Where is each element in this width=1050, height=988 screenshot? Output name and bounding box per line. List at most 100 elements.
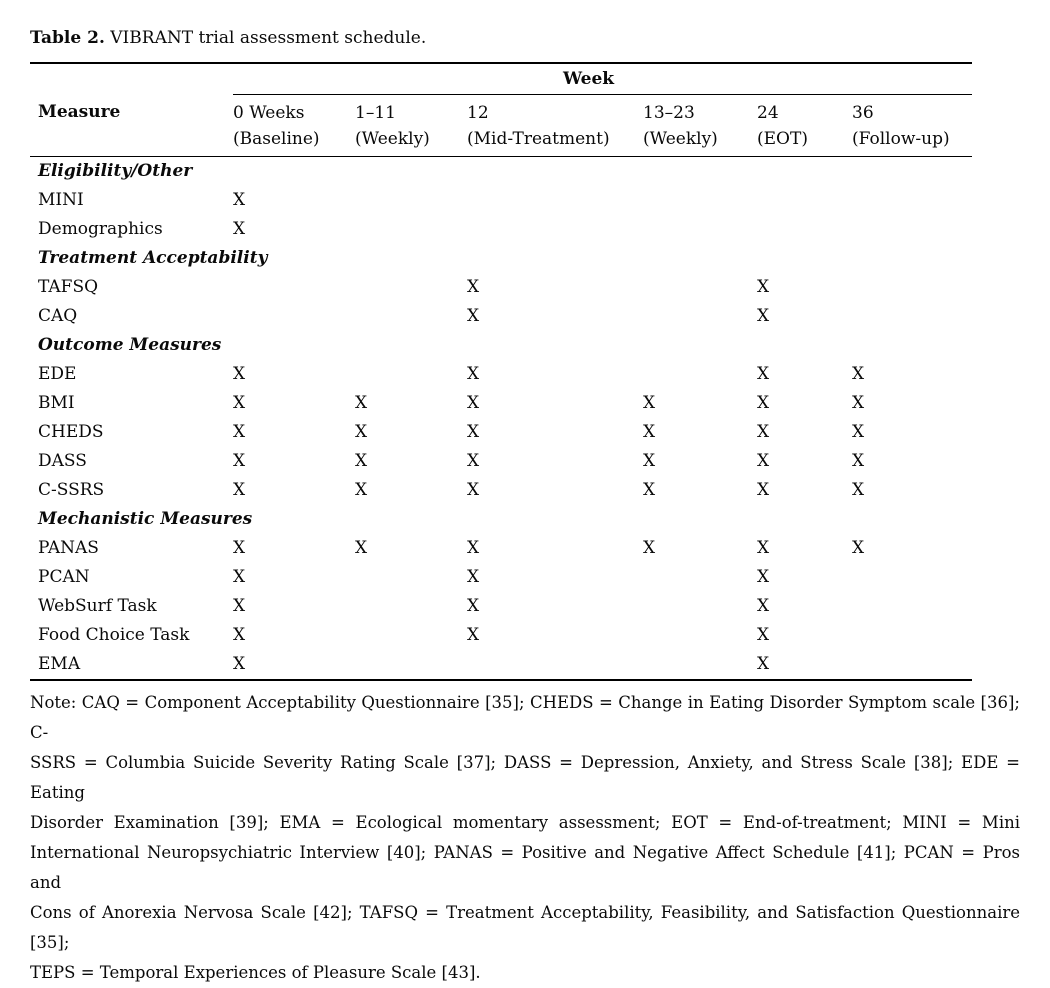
schedule-mark: X <box>467 596 480 616</box>
schedule-mark <box>643 621 757 650</box>
schedule-mark <box>355 273 467 302</box>
column-header-line1: 13–23 <box>643 102 695 123</box>
schedule-mark <box>355 650 467 680</box>
schedule-mark: X <box>355 393 368 413</box>
schedule-mark <box>643 650 757 680</box>
measure-name: TAFSQ <box>38 277 99 297</box>
schedule-mark: X <box>757 596 770 616</box>
schedule-mark: X <box>467 538 480 558</box>
schedule-mark <box>757 215 852 244</box>
schedule-mark <box>233 273 355 302</box>
measure-name: Demographics <box>38 219 163 239</box>
table-row: Demographics X <box>30 215 972 244</box>
column-header-line1: 12 <box>467 102 489 123</box>
schedule-mark: X <box>757 451 770 471</box>
schedule-mark <box>467 215 643 244</box>
schedule-mark: X <box>467 364 480 384</box>
column-header-week1-11: 1–11 (Weekly) <box>355 94 467 157</box>
footnote-line: SSRS = Columbia Suicide Severity Rating … <box>30 752 1020 802</box>
section-header: Outcome Measures <box>38 335 222 355</box>
schedule-mark <box>852 621 972 650</box>
schedule-mark: X <box>643 451 656 471</box>
measure-name: MINI <box>38 190 84 210</box>
schedule-mark: X <box>852 538 865 558</box>
column-header-line2: (EOT) <box>757 128 808 149</box>
schedule-mark: X <box>467 480 480 500</box>
table-row: DASS X X X X X X <box>30 447 972 476</box>
column-header-week0: 0 Weeks (Baseline) <box>233 94 355 157</box>
schedule-mark <box>757 186 852 215</box>
column-header-week36: 36 (Follow-up) <box>852 94 972 157</box>
measure-name: PCAN <box>38 567 90 587</box>
section-header-row: Treatment Acceptability <box>30 244 972 273</box>
measure-name: PANAS <box>38 538 99 558</box>
schedule-mark: X <box>852 451 865 471</box>
schedule-mark: X <box>757 625 770 645</box>
table-row: WebSurf Task X X X <box>30 592 972 621</box>
schedule-mark: X <box>643 480 656 500</box>
schedule-mark: X <box>233 451 246 471</box>
schedule-mark: X <box>852 364 865 384</box>
schedule-mark <box>467 650 643 680</box>
schedule-mark: X <box>852 422 865 442</box>
table-row: BMI X X X X X X <box>30 389 972 418</box>
table-footnote: Note: CAQ = Component Acceptability Ques… <box>30 688 1020 988</box>
schedule-mark: X <box>643 422 656 442</box>
schedule-mark: X <box>233 364 246 384</box>
schedule-mark: X <box>233 596 246 616</box>
column-header-line2: (Weekly) <box>643 128 718 149</box>
schedule-mark: X <box>757 654 770 674</box>
schedule-mark: X <box>757 422 770 442</box>
footnote-line: International Neuropsychiatric Interview… <box>30 842 1020 892</box>
schedule-mark <box>643 273 757 302</box>
measure-name: EDE <box>38 364 77 384</box>
measure-name: WebSurf Task <box>38 596 157 616</box>
schedule-mark <box>355 621 467 650</box>
measure-name: EMA <box>38 654 81 674</box>
schedule-mark: X <box>757 538 770 558</box>
schedule-mark: X <box>467 567 480 587</box>
schedule-mark: X <box>233 422 246 442</box>
table-row: EMA X X <box>30 650 972 680</box>
schedule-mark: X <box>852 393 865 413</box>
table-caption: Table 2. VIBRANT trial assessment schedu… <box>30 27 1020 49</box>
section-header: Eligibility/Other <box>38 161 193 181</box>
table-row: EDE X X X X <box>30 360 972 389</box>
schedule-mark <box>852 302 972 331</box>
footnote-line: Cons of Anorexia Nervosa Scale [42]; TAF… <box>30 902 1020 952</box>
week-spanner-spacer <box>30 63 233 94</box>
schedule-mark: X <box>233 393 246 413</box>
table-caption-number: Table 2. <box>30 28 105 48</box>
column-header-line2: (Weekly) <box>355 128 430 149</box>
schedule-mark <box>355 563 467 592</box>
table-row: CHEDS X X X X X X <box>30 418 972 447</box>
schedule-mark: X <box>757 393 770 413</box>
section-header-row: Outcome Measures <box>30 331 972 360</box>
schedule-mark: X <box>233 219 246 239</box>
schedule-mark <box>355 302 467 331</box>
schedule-mark: X <box>467 306 480 326</box>
schedule-mark <box>852 186 972 215</box>
schedule-mark <box>643 563 757 592</box>
column-header-line2: (Mid-Treatment) <box>467 128 610 149</box>
footnote-line: Disorder Examination [39]; EMA = Ecologi… <box>30 812 1020 832</box>
column-header-week13-23: 13–23 (Weekly) <box>643 94 757 157</box>
measure-name: DASS <box>38 451 87 471</box>
table-row: C-SSRS X X X X X X <box>30 476 972 505</box>
schedule-mark: X <box>355 451 368 471</box>
schedule-mark: X <box>467 277 480 297</box>
footnote-line: TEPS = Temporal Experiences of Pleasure … <box>30 962 481 982</box>
schedule-mark <box>852 592 972 621</box>
column-header-week12: 12 (Mid-Treatment) <box>467 94 643 157</box>
schedule-mark <box>643 302 757 331</box>
table-row: MINI X <box>30 186 972 215</box>
schedule-mark <box>355 360 467 389</box>
schedule-mark: X <box>757 567 770 587</box>
measure-name: C-SSRS <box>38 480 105 500</box>
table-row: Food Choice Task X X X <box>30 621 972 650</box>
table-row: CAQ X X <box>30 302 972 331</box>
measure-name: Food Choice Task <box>38 625 190 645</box>
schedule-mark <box>852 273 972 302</box>
week-spanner-row: Week <box>30 63 972 95</box>
